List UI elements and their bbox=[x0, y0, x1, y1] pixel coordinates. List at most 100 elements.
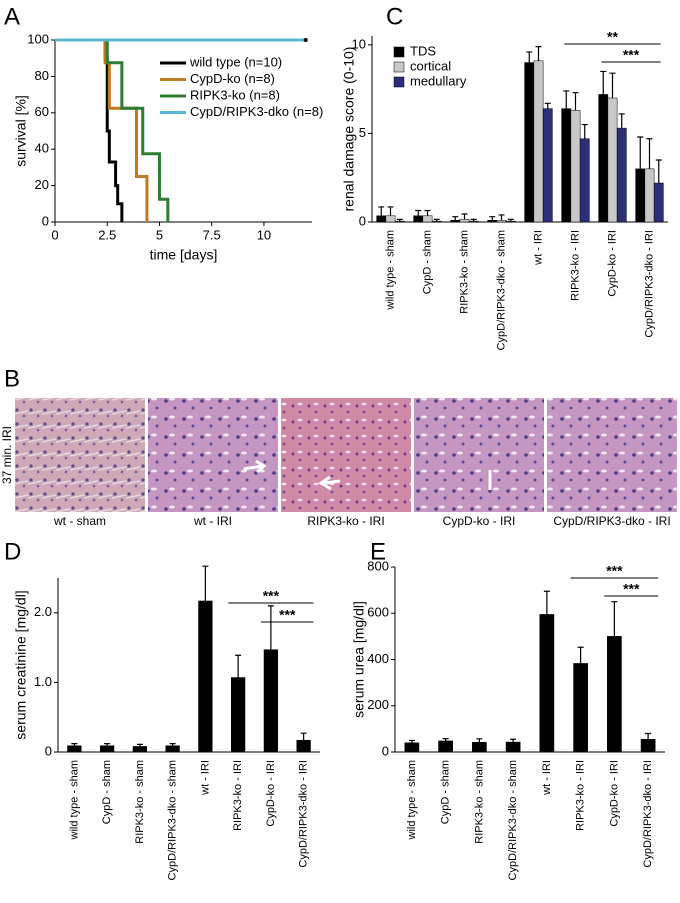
caption: RIPK3-ko - IRI bbox=[307, 514, 384, 528]
bar bbox=[99, 745, 115, 753]
legend-label: CypD/RIPK3-dko (n=8) bbox=[190, 104, 323, 119]
legend-label: TDS bbox=[410, 43, 436, 58]
x-tick-label: wt - IRI bbox=[532, 230, 544, 266]
error-bar bbox=[169, 743, 176, 746]
arrow bbox=[243, 459, 267, 474]
x-tick-label: wild type - sham bbox=[68, 760, 80, 840]
error-bar bbox=[408, 739, 415, 743]
bar bbox=[472, 742, 487, 753]
error-bar bbox=[577, 646, 584, 664]
y-tick-label: 20 bbox=[35, 177, 49, 192]
error-bar bbox=[489, 216, 496, 221]
histology-panel: B 37 min. IRI bbox=[0, 365, 677, 512]
y-axis-label: renal damage score (0-10) bbox=[341, 47, 357, 212]
bar bbox=[640, 739, 656, 753]
bar bbox=[165, 745, 180, 753]
bar bbox=[579, 138, 590, 223]
survival-line bbox=[55, 38, 170, 222]
legend-label: medullary bbox=[410, 73, 467, 88]
panel-label: A bbox=[4, 3, 20, 30]
error-bar bbox=[544, 102, 551, 109]
error-bar bbox=[378, 206, 385, 216]
x-tick-label: CypD - sham bbox=[421, 230, 433, 294]
bar bbox=[404, 742, 420, 753]
legend-swatch bbox=[393, 61, 405, 73]
y-tick-label: 2.0 bbox=[34, 604, 52, 619]
error-bar bbox=[600, 70, 607, 95]
y-tick-label: 1.0 bbox=[34, 674, 52, 689]
y-tick-label: 0 bbox=[382, 743, 389, 758]
bar bbox=[505, 220, 516, 223]
x-tick-label: RIPK3-ko - IRI bbox=[232, 760, 244, 831]
caption: CypD-ko - IRI bbox=[443, 514, 516, 528]
bar bbox=[385, 215, 396, 223]
error-bar bbox=[415, 209, 422, 216]
bar bbox=[573, 663, 588, 753]
error-bar bbox=[136, 743, 143, 747]
y-tick-label: 5 bbox=[359, 125, 366, 140]
y-tick-label: 0 bbox=[359, 213, 366, 228]
y-axis-label: survival [%] bbox=[13, 95, 29, 167]
x-tick-label: RIPK3-ko - IRI bbox=[569, 230, 581, 301]
x-tick-label: CypD - sham bbox=[440, 760, 452, 824]
error-bar bbox=[104, 743, 111, 746]
error-bar bbox=[507, 218, 514, 222]
x-tick-label: CypD-ko - IRI bbox=[606, 230, 618, 297]
bar bbox=[296, 739, 311, 753]
significance-label: *** bbox=[263, 588, 280, 604]
error-bar bbox=[645, 732, 652, 740]
bar bbox=[67, 745, 82, 753]
x-tick-label: CypD/RIPK3-dko - sham bbox=[495, 230, 507, 350]
error-bar bbox=[646, 138, 653, 169]
bar bbox=[438, 740, 453, 753]
histology-image bbox=[281, 398, 411, 512]
y-axis-label: serum creatinine [mg/dl] bbox=[13, 590, 29, 739]
bar bbox=[394, 220, 405, 223]
panel-label: D bbox=[4, 538, 21, 565]
error-bar bbox=[618, 113, 625, 129]
bar bbox=[607, 97, 618, 223]
y-tick-label: 40 bbox=[35, 141, 49, 156]
significance-label: *** bbox=[606, 563, 623, 579]
error-bar bbox=[609, 72, 616, 98]
error-bar bbox=[655, 159, 662, 184]
panel-label: C bbox=[386, 3, 403, 30]
bar bbox=[413, 215, 424, 223]
x-tick-label: CypD/RIPK3-dko - sham bbox=[507, 760, 519, 880]
error-bar bbox=[396, 218, 403, 222]
x-tick-label: CypD/RIPK3-dko - IRI bbox=[643, 230, 655, 338]
side-label: 37 min. IRI bbox=[0, 426, 14, 484]
bar bbox=[487, 219, 498, 223]
bar bbox=[230, 677, 246, 753]
significance-label: *** bbox=[623, 47, 640, 63]
survival-line bbox=[55, 38, 124, 222]
bar bbox=[635, 168, 646, 223]
x-tick-label: wt - IRI bbox=[541, 760, 553, 796]
y-tick-label: 60 bbox=[35, 104, 49, 119]
x-axis-label: time [days] bbox=[150, 247, 218, 263]
bar bbox=[524, 62, 535, 223]
y-tick-label: 800 bbox=[367, 558, 389, 573]
x-tick-label: CypD-ko - IRI bbox=[265, 760, 277, 827]
panel-label: B bbox=[4, 365, 20, 392]
survival-line bbox=[55, 38, 149, 222]
y-tick-label: 100 bbox=[27, 31, 49, 46]
error-bar bbox=[71, 743, 78, 746]
arrow bbox=[318, 475, 341, 491]
x-tick-label: RIPK3-ko - sham bbox=[134, 760, 146, 844]
error-bar bbox=[563, 90, 570, 109]
histology-image bbox=[15, 398, 145, 512]
bar bbox=[653, 182, 664, 223]
x-tick-label: CypD/RIPK3-dko - IRI bbox=[298, 760, 310, 868]
caption: CypD/RIPK3-dko - IRI bbox=[553, 514, 670, 528]
error-bar bbox=[300, 732, 307, 741]
bar bbox=[468, 220, 479, 223]
caption: wt - IRI bbox=[193, 514, 232, 528]
x-tick-label: wild type - sham bbox=[384, 230, 396, 310]
y-tick-label: 200 bbox=[367, 697, 389, 712]
bar bbox=[422, 215, 433, 223]
error-bar bbox=[442, 737, 449, 741]
y-axis-label: serum urea [mg/dl] bbox=[351, 601, 367, 718]
bar bbox=[542, 108, 553, 223]
bar bbox=[496, 219, 507, 223]
